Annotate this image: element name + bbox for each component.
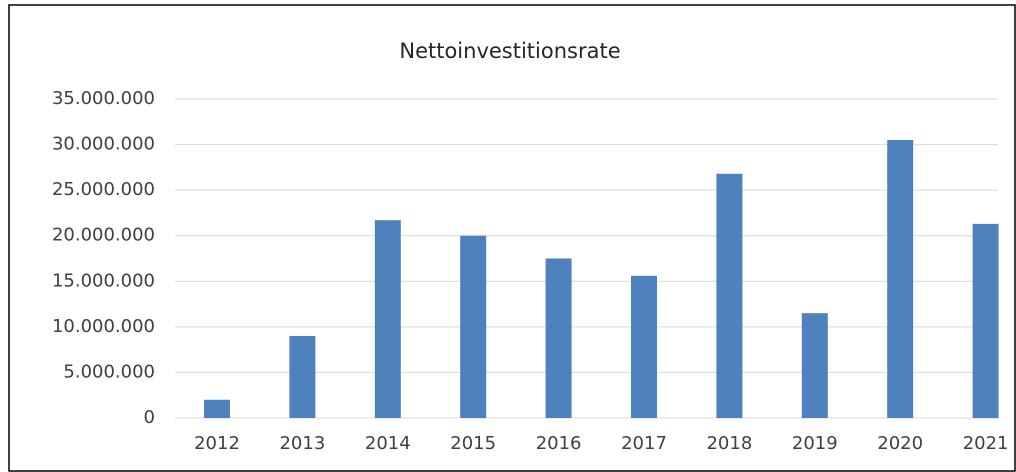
bar (972, 223, 999, 418)
bar (204, 399, 230, 418)
chart-title: Nettoinvestitionsrate (399, 39, 620, 63)
bar (716, 173, 743, 418)
bar (631, 275, 657, 418)
x-tick-label: 2020 (877, 433, 923, 454)
bar (374, 220, 401, 418)
x-tick-label: 2017 (621, 433, 667, 454)
y-tick-label: 30.000.000 (52, 134, 155, 155)
y-tick-label: 25.000.000 (52, 179, 155, 200)
y-tick-label: 5.000.000 (63, 361, 155, 382)
x-tick-label: 2014 (365, 433, 411, 454)
y-tick-label: 15.000.000 (52, 270, 155, 291)
y-tick-label: 10.000.000 (52, 316, 155, 337)
bar (801, 313, 828, 418)
bar (289, 335, 316, 418)
x-tick-label: 2021 (963, 433, 1009, 454)
chart-border (8, 4, 1016, 472)
y-tick-label: 0 (144, 407, 155, 428)
x-tick-label: 2015 (450, 433, 496, 454)
x-tick-label: 2016 (536, 433, 582, 454)
x-tick-label: 2018 (706, 433, 752, 454)
y-tick-label: 20.000.000 (52, 225, 155, 246)
x-tick-label: 2013 (279, 433, 325, 454)
bar (460, 235, 487, 418)
bar (545, 258, 572, 418)
bar (887, 140, 914, 418)
y-tick-label: 35.000.000 (52, 88, 155, 109)
x-tick-label: 2019 (792, 433, 838, 454)
x-tick-label: 2012 (194, 433, 240, 454)
